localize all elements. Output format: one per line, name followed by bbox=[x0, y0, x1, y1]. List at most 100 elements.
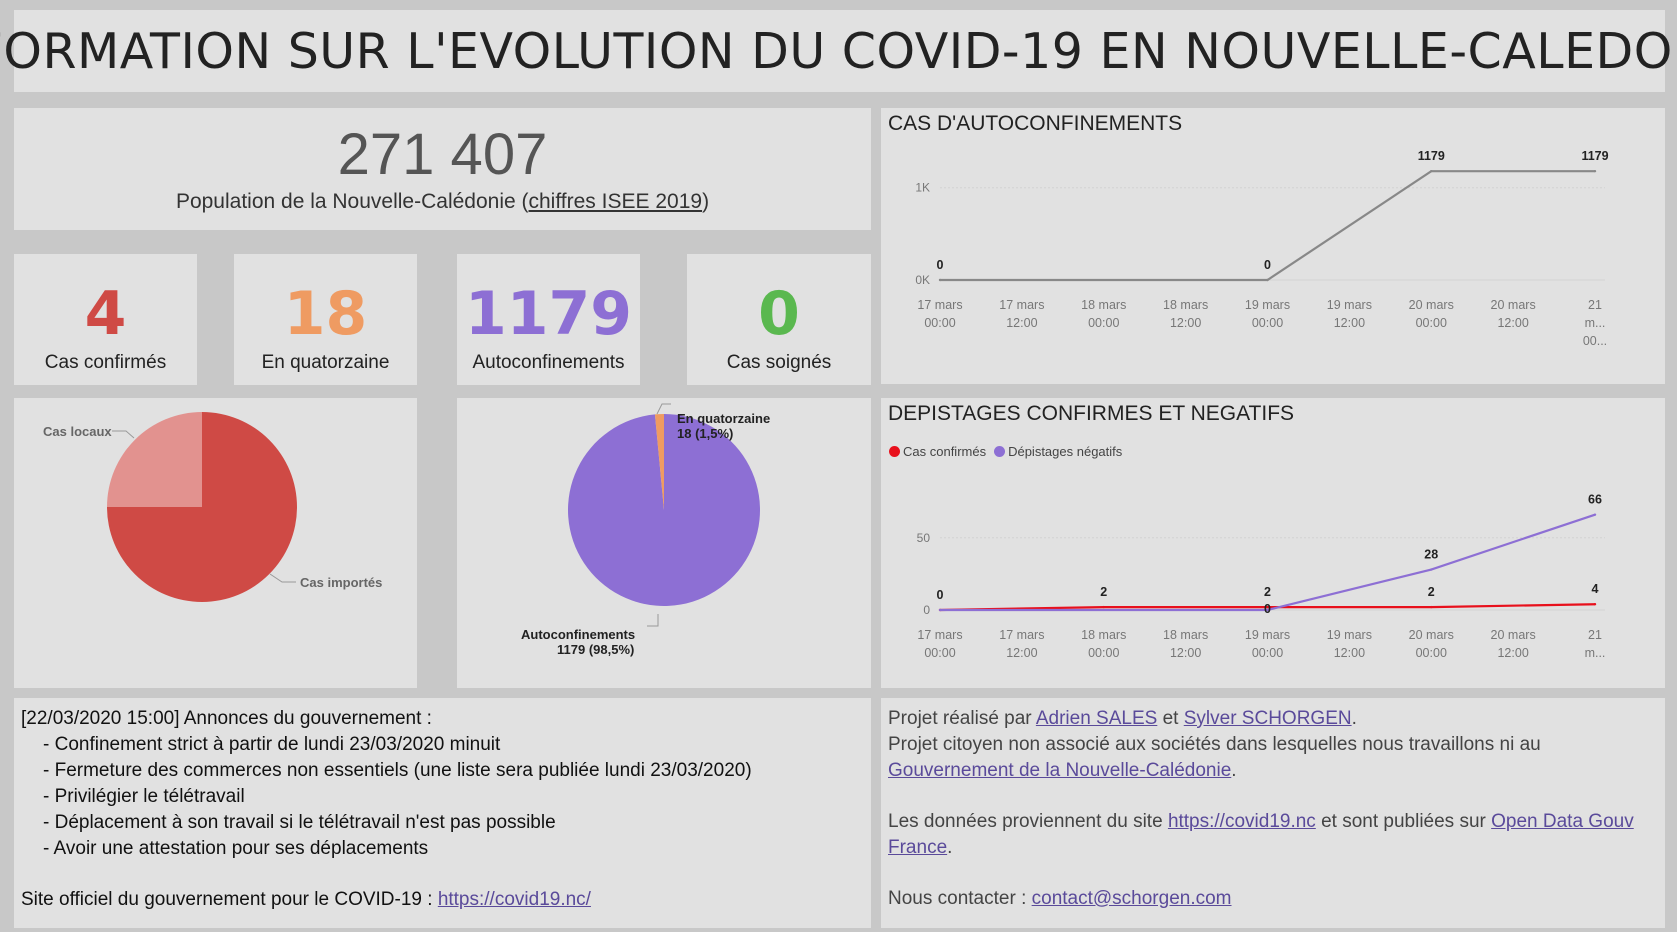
pie-slice[interactable] bbox=[654, 414, 664, 510]
gouvernement-link[interactable]: Gouvernement de la Nouvelle-Calédonie bbox=[888, 760, 1232, 781]
data-label: 4 bbox=[1592, 582, 1599, 596]
announcements-card: [22/03/2020 15:00] Annonces du gouvernem… bbox=[14, 698, 871, 928]
credits-text: Nous contacter : bbox=[888, 888, 1032, 909]
author-link-sylver[interactable]: Sylver SCHORGEN bbox=[1183, 708, 1352, 729]
data-point bbox=[938, 278, 942, 282]
x-tick-label: 12:00 bbox=[1006, 316, 1037, 330]
data-point bbox=[1266, 605, 1269, 609]
leader-line bbox=[112, 430, 135, 439]
x-tick-label: 20 mars bbox=[1491, 628, 1536, 642]
x-tick-label: 18 mars bbox=[1163, 628, 1208, 642]
announcement-item: - Déplacement à son travail si le télétr… bbox=[43, 812, 556, 833]
pie-label-locaux: Cas locaux bbox=[43, 424, 112, 439]
x-tick-label: 18 mars bbox=[1081, 628, 1126, 642]
data-point bbox=[1430, 568, 1433, 571]
kpi-value-soignes: 0 bbox=[758, 279, 800, 349]
data-point bbox=[1102, 605, 1105, 609]
data-label: 0 bbox=[1264, 258, 1271, 272]
data-label: 2 bbox=[1428, 585, 1435, 599]
x-tick-label: 12:00 bbox=[1334, 646, 1365, 660]
leader-line bbox=[269, 573, 296, 583]
x-tick-label: 12:00 bbox=[1170, 316, 1201, 330]
legend-item-confirmes[interactable]: Cas confirmés bbox=[889, 444, 986, 459]
isee-link[interactable]: chiffres ISEE 2019 bbox=[528, 190, 703, 213]
credits-disclaimer: Projet citoyen non associé aux sociétés … bbox=[888, 732, 1658, 784]
pie-card-status: En quatorzaine 18 (1,5%) Autoconfinements 1… bbox=[457, 398, 871, 688]
x-tick-label: 20 mars bbox=[1409, 298, 1454, 312]
population-label-prefix: Population de la Nouvelle-Calédonie ( bbox=[175, 190, 529, 213]
x-tick-label: 00:00 bbox=[924, 316, 955, 330]
chart-title-depistages: DEPISTAGES CONFIRMES ET NEGATIFS bbox=[888, 402, 1295, 425]
data-point bbox=[1593, 169, 1597, 173]
data-label: 0 bbox=[937, 588, 944, 602]
data-label: 2 bbox=[1100, 585, 1107, 599]
data-point bbox=[1266, 608, 1269, 612]
pie-slice[interactable] bbox=[107, 412, 202, 507]
data-point bbox=[1430, 169, 1433, 173]
chart-title-autoconfinements: CAS D'AUTOCONFINEMENTS bbox=[888, 112, 1183, 135]
leader-line bbox=[647, 614, 659, 627]
x-tick-label: 12:00 bbox=[1006, 646, 1037, 660]
data-point bbox=[1430, 605, 1433, 609]
credits-text: et sont publiées sur bbox=[1315, 811, 1492, 832]
x-tick-label: 17 mars bbox=[999, 298, 1044, 312]
x-tick-label: 19 mars bbox=[1245, 298, 1290, 312]
kpi-value-confirmes: 4 bbox=[84, 279, 127, 349]
line-chart-autoconfinements[interactable]: 0K 1K 17 mars 00:00 17 mars 12:00 18 mars 00:00… bbox=[881, 108, 1665, 384]
data-label: 0 bbox=[1264, 602, 1271, 616]
kpi-label-quatorzaine: En quatorzaine bbox=[261, 352, 390, 373]
pie-label-importes: Cas importés bbox=[300, 575, 382, 590]
x-tick-label: 19 mars bbox=[1327, 298, 1372, 312]
kpi-card-autoconfinements: 1179 Autoconfinements bbox=[457, 254, 640, 385]
x-tick-label: 00... bbox=[1583, 334, 1607, 348]
y-tick-label: 0K bbox=[915, 273, 930, 287]
official-site-link[interactable]: https://covid19.nc/ bbox=[437, 889, 591, 910]
leader-line bbox=[656, 403, 671, 415]
official-site-line: Site officiel du gouvernement pour le CO… bbox=[21, 887, 864, 913]
y-tick-label: 50 bbox=[917, 531, 931, 545]
credits-text: . bbox=[1351, 708, 1357, 729]
kpi-label-autoconfinements: Autoconfinements bbox=[472, 352, 625, 373]
x-tick-label: m... bbox=[1585, 646, 1606, 660]
kpi-value-quatorzaine: 18 bbox=[283, 279, 368, 349]
data-label: 66 bbox=[1588, 493, 1602, 507]
kpi-card-soignes: 0 Cas soignés bbox=[687, 254, 871, 385]
x-tick-label: 00:00 bbox=[1416, 646, 1447, 660]
x-tick-label: 12:00 bbox=[1497, 646, 1528, 660]
announcement-item: - Privilégier le télétravail bbox=[43, 786, 245, 807]
covid19-site-link[interactable]: https://covid19.nc bbox=[1167, 811, 1316, 832]
author-link-adrien[interactable]: Adrien SALES bbox=[1035, 708, 1158, 729]
x-tick-label: 19 mars bbox=[1327, 628, 1372, 642]
pie-chart-origin[interactable]: Cas importés Cas locaux bbox=[14, 398, 417, 688]
data-label: 28 bbox=[1424, 548, 1438, 562]
kpi-label-confirmes: Cas confirmés bbox=[44, 352, 167, 373]
legend-label: Cas confirmés bbox=[903, 444, 987, 459]
legend-item-negatifs[interactable]: Dépistages négatifs bbox=[994, 444, 1122, 459]
kpi-label-soignes: Cas soignés bbox=[726, 352, 832, 373]
open-data-link[interactable]: Open Data Gouv France bbox=[888, 811, 1634, 858]
pie-label-autoconf: Autoconfinements bbox=[521, 627, 635, 642]
x-tick-label: 00:00 bbox=[1416, 316, 1447, 330]
x-tick-label: 12:00 bbox=[1497, 316, 1528, 330]
x-tick-label: 00:00 bbox=[1088, 646, 1119, 660]
population-label: Population de la Nouvelle-Calédonie (chi… bbox=[14, 190, 871, 214]
pie-detail-quatorzaine: 18 (1,5%) bbox=[677, 426, 733, 441]
pie-label-quatorzaine: En quatorzaine bbox=[677, 411, 770, 426]
x-tick-label: 17 mars bbox=[999, 628, 1044, 642]
contact-email-link[interactable]: contact@schorgen.com bbox=[1031, 888, 1232, 909]
credits-text: et bbox=[1157, 708, 1184, 729]
data-label: 1179 bbox=[1581, 149, 1608, 163]
announcements-header: [22/03/2020 15:00] Annonces du gouvernem… bbox=[21, 708, 432, 729]
line-chart-depistages[interactable]: 0 50 17 mars 00:00 17 mars 12:00 18 mars 00:00 1… bbox=[881, 398, 1665, 688]
population-value: 271 407 bbox=[337, 122, 548, 187]
credits-data-source: Les données proviennent du site https://… bbox=[888, 809, 1658, 861]
x-tick-label: 18 mars bbox=[1081, 298, 1126, 312]
credits-text: Les données proviennent du site bbox=[888, 811, 1168, 832]
page-title: INFORMATION SUR L'EVOLUTION DU COVID-19 … bbox=[0, 22, 1677, 80]
credits-text: Projet réalisé par bbox=[888, 708, 1036, 729]
announcement-item: - Avoir une attestation pour ses déplace… bbox=[43, 838, 429, 859]
x-tick-label: 18 mars bbox=[1163, 298, 1208, 312]
data-point bbox=[1593, 603, 1597, 606]
pie-card-origin: Cas importés Cas locaux bbox=[14, 398, 417, 688]
